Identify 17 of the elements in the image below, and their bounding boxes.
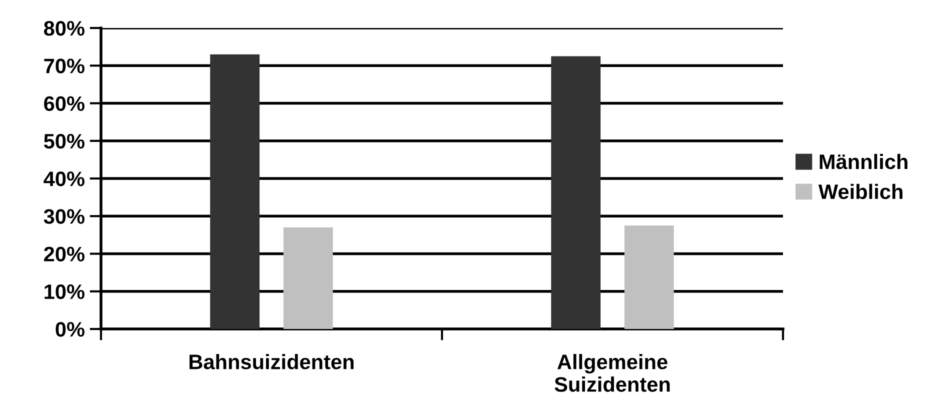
x-tick-label: Bahnsuizidenten bbox=[190, 354, 354, 370]
x-tick-label: Allgemeine Suizidenten bbox=[554, 354, 670, 392]
bar bbox=[210, 54, 260, 329]
y-tick-label: 60% bbox=[44, 96, 84, 112]
y-tick-label: 20% bbox=[44, 246, 84, 262]
legend-label: Weiblich bbox=[818, 184, 902, 200]
y-tick-label: 30% bbox=[44, 209, 84, 224]
bar bbox=[283, 227, 333, 329]
bar bbox=[551, 56, 601, 329]
legend-label: Männlich bbox=[820, 154, 908, 170]
y-tick-label: 80% bbox=[44, 21, 84, 36]
y-tick-label: 50% bbox=[44, 134, 84, 149]
y-tick-label: 40% bbox=[44, 172, 84, 186]
y-tick-label: 70% bbox=[44, 58, 84, 74]
y-tick-label: 10% bbox=[44, 284, 84, 300]
bar bbox=[624, 226, 674, 329]
y-tick-label: 0% bbox=[56, 322, 84, 337]
